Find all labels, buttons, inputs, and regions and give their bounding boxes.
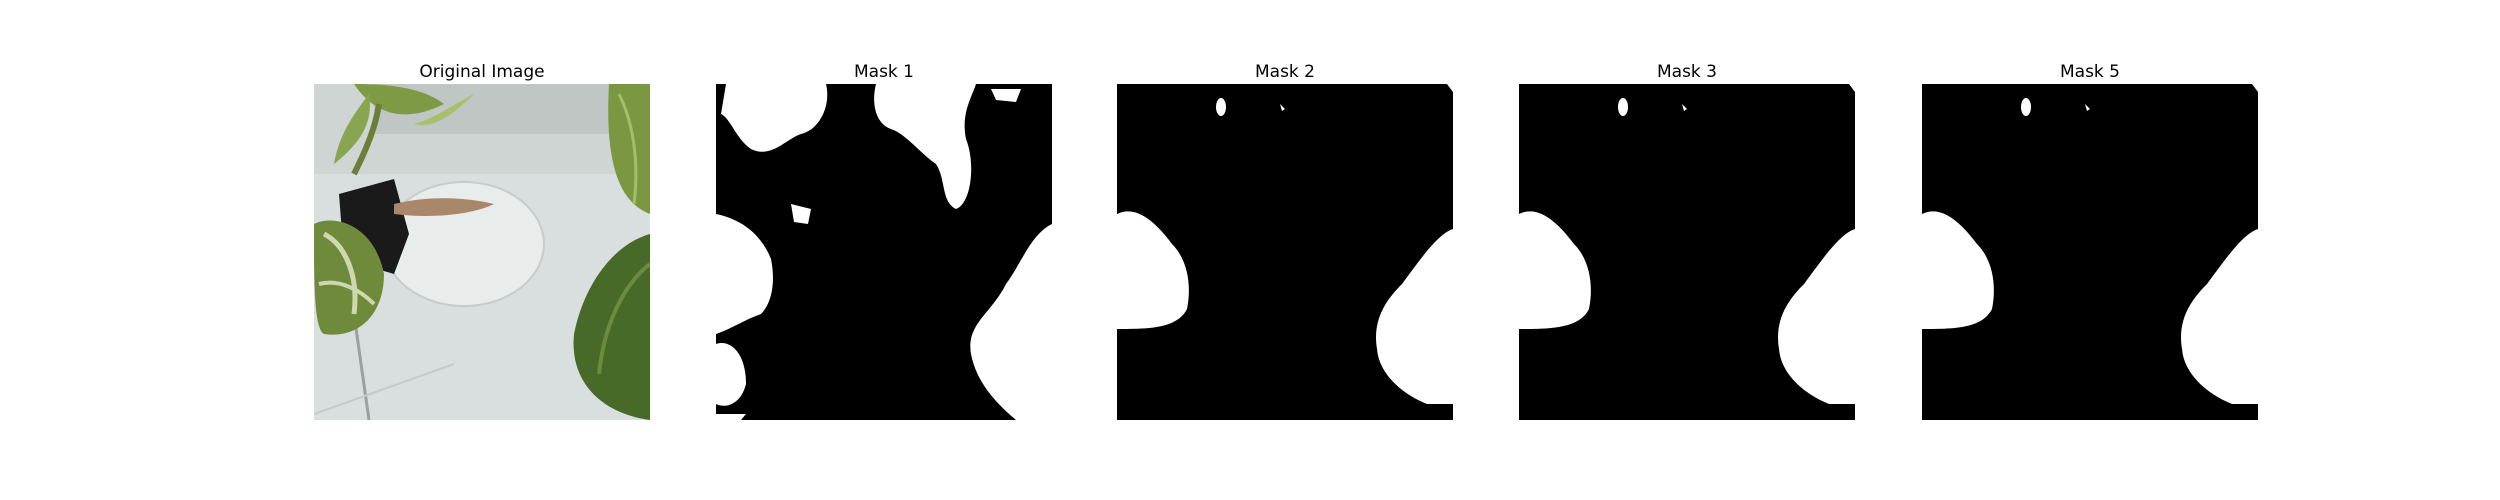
mask-2-image bbox=[1117, 84, 1453, 420]
panel-original-image: Original Image bbox=[314, 60, 650, 420]
panel-title: Original Image bbox=[419, 62, 545, 82]
panel-title: Mask 3 bbox=[1656, 62, 1717, 82]
panel-mask-2: Mask 2 bbox=[1117, 60, 1453, 420]
mask-3-image bbox=[1519, 84, 1855, 420]
mask-5-image bbox=[1922, 84, 2258, 420]
original-photo bbox=[314, 84, 650, 420]
panel-title: Mask 5 bbox=[2059, 62, 2120, 82]
panel-title: Mask 2 bbox=[1254, 62, 1315, 82]
panel-title: Mask 1 bbox=[853, 62, 914, 82]
panel-mask-3: Mask 3 bbox=[1519, 60, 1855, 420]
panel-mask-5: Mask 5 bbox=[1922, 60, 2258, 420]
mask-1-image bbox=[716, 84, 1052, 420]
panel-mask-1: Mask 1 bbox=[716, 60, 1052, 420]
